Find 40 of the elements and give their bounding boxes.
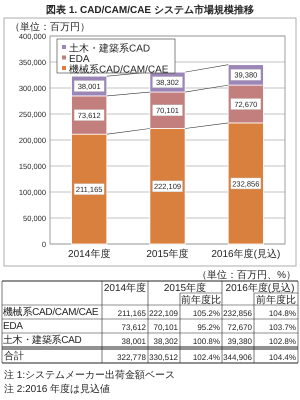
text: 104.4% [268,353,296,362]
text: 機械系CAD/CAM/CAE [3,307,98,318]
text: 39,380 [228,337,252,346]
text: 注 1:システムメーカー出荷金額ベース [4,369,176,381]
category-label: 2015年度 [164,283,206,294]
x-tick-label: 2014年度 [68,248,110,260]
text: 211,165 [118,309,146,318]
text: 102.8% [268,337,296,346]
text: 70,101 [154,323,178,332]
text: （単位：百万円、%） [197,269,296,281]
text: 注 2:2016 年度は見込値 [4,383,110,395]
text: 前年度比 [256,295,296,306]
text: 104.8% [268,309,296,318]
x-tick-label: 2015年度 [146,248,189,260]
text: 73,612 [122,323,146,332]
text: 222,109 [149,309,178,318]
text: 105.2% [192,309,220,318]
x-tick-label: 2016年度(見込) [211,248,280,260]
text: 72,670 [228,323,252,332]
text: 38,001 [122,337,146,346]
text: 95.2% [197,323,220,332]
legend-label: 機械系CAD/CAM/CAE [69,64,169,76]
text: 100.8% [192,337,220,346]
text: 前年度比 [181,294,221,306]
text: 330,512 [149,353,179,362]
text: 土木・建築系CAD [3,335,82,346]
chart-title: 図表 1. CAD/CAM/CAE システム市場規模推移 [46,4,254,16]
legend-label: EDA [69,54,90,65]
y-axis-title: （単位：百万円） [10,21,90,33]
category-label: 2016年度(見込) [226,283,294,294]
text: 103.7% [268,323,296,332]
legend-label: 土木・建築系CAD [69,42,150,54]
text: 合計 [4,350,24,362]
text: 102.4% [192,353,220,362]
text: 38,302 [154,337,178,346]
text: 322,778 [117,353,147,362]
text: 344,906 [223,353,253,362]
text: 232,856 [223,309,252,318]
category-label: 2014年度 [104,283,146,294]
text: EDA [3,321,23,332]
